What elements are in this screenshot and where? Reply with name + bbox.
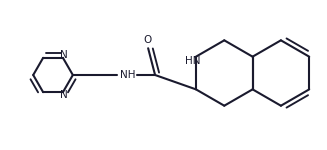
- Text: N: N: [60, 90, 68, 100]
- Text: N: N: [60, 50, 68, 60]
- Text: O: O: [143, 35, 151, 45]
- Text: NH: NH: [120, 70, 135, 80]
- Text: HN: HN: [185, 56, 201, 66]
